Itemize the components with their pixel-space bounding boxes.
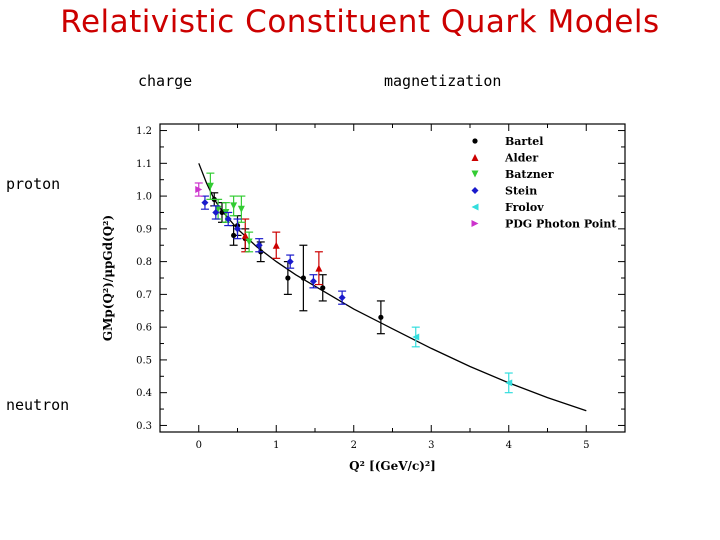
data-point-batzner xyxy=(230,202,238,210)
y-tick-label: 0.9 xyxy=(136,224,152,235)
y-tick-label: 0.4 xyxy=(136,388,152,399)
data-point-stein xyxy=(338,294,346,302)
y-tick-label: 1.1 xyxy=(136,159,152,170)
column-label-charge: charge xyxy=(138,72,193,90)
data-point-bartel xyxy=(285,275,291,281)
legend-label-batzner: Batzner xyxy=(505,168,554,181)
data-point-stein xyxy=(234,225,241,233)
x-tick-label: 4 xyxy=(506,440,512,451)
y-tick-label: 0.7 xyxy=(136,290,152,301)
legend-label-frolov: Frolov xyxy=(505,201,544,214)
x-tick-label: 0 xyxy=(196,440,202,451)
slide-title: Relativistic Constituent Quark Models xyxy=(60,4,660,40)
data-point-alder xyxy=(272,241,280,249)
y-tick-label: 0.6 xyxy=(136,323,152,334)
column-label-magnetization: magnetization xyxy=(384,72,502,90)
x-axis-label: Q² [(GeV/c)²] xyxy=(349,459,436,473)
legend-marker-alder xyxy=(471,154,479,161)
legend-label-stein: Stein xyxy=(505,185,537,198)
y-tick-label: 0.3 xyxy=(136,421,152,432)
data-point-batzner xyxy=(237,205,245,213)
data-point-stein xyxy=(201,199,209,207)
data-point-alder xyxy=(241,231,249,239)
row-label-neutron: neutron xyxy=(6,396,70,414)
data-point-stein xyxy=(255,241,263,249)
legend-marker-batzner xyxy=(471,170,479,178)
data-point-frolov xyxy=(412,333,420,341)
legend-label-alder: Alder xyxy=(504,152,538,165)
y-tick-label: 1.0 xyxy=(136,192,152,203)
legend: Bartel Alder Batzner Stein Frolov PDG Photon … xyxy=(471,135,617,231)
legend-marker-stein xyxy=(471,187,479,194)
data-point-alder xyxy=(315,264,323,272)
legend-label-pdg-photon-point: PDG Photon Point xyxy=(505,218,617,231)
data-point-batzner xyxy=(245,238,253,246)
data-point-pdg-photon-point xyxy=(195,186,203,194)
legend-marker-pdg-photon-point xyxy=(471,220,479,227)
legend-label-bartel: Bartel xyxy=(505,135,543,148)
axes-layer: 0 1 2 3 4 5 0.3 0.4 0.5 0.6 0.7 0.8 0.9 1.0 1.1 1.2 Q² [… xyxy=(101,123,626,473)
data-point-batzner xyxy=(206,182,214,190)
y-tick-label: 0.8 xyxy=(136,257,152,268)
data-point-stein xyxy=(224,215,232,223)
data-point-bartel xyxy=(219,209,225,216)
y-axis-label: GMp(Q²)/μpGd(Q²) xyxy=(101,215,115,341)
data-point-stein xyxy=(286,258,294,266)
data-point-frolov xyxy=(505,379,513,387)
plot-frame xyxy=(159,123,626,433)
form-factor-chart: 0 1 2 3 4 5 0.3 0.4 0.5 0.6 0.7 0.8 0.9 1.0 1.1 1.2 Q² [… xyxy=(101,123,626,473)
data-point-stein xyxy=(309,277,317,285)
x-tick-label: 5 xyxy=(583,440,589,451)
y-tick-label: 0.5 xyxy=(136,355,152,366)
legend-marker-frolov xyxy=(471,203,479,211)
data-point-bartel xyxy=(300,275,306,281)
data-point-stein xyxy=(212,208,220,216)
y-tick-label: 1.2 xyxy=(136,126,152,137)
data-point-bartel xyxy=(378,314,384,320)
points-layer xyxy=(194,172,513,394)
row-label-proton: proton xyxy=(6,175,61,193)
x-tick-label: 1 xyxy=(273,440,279,451)
x-tick-label: 3 xyxy=(428,440,434,451)
x-tick-label: 2 xyxy=(351,440,357,451)
data-point-bartel xyxy=(320,285,326,291)
legend-marker-bartel xyxy=(472,138,478,144)
